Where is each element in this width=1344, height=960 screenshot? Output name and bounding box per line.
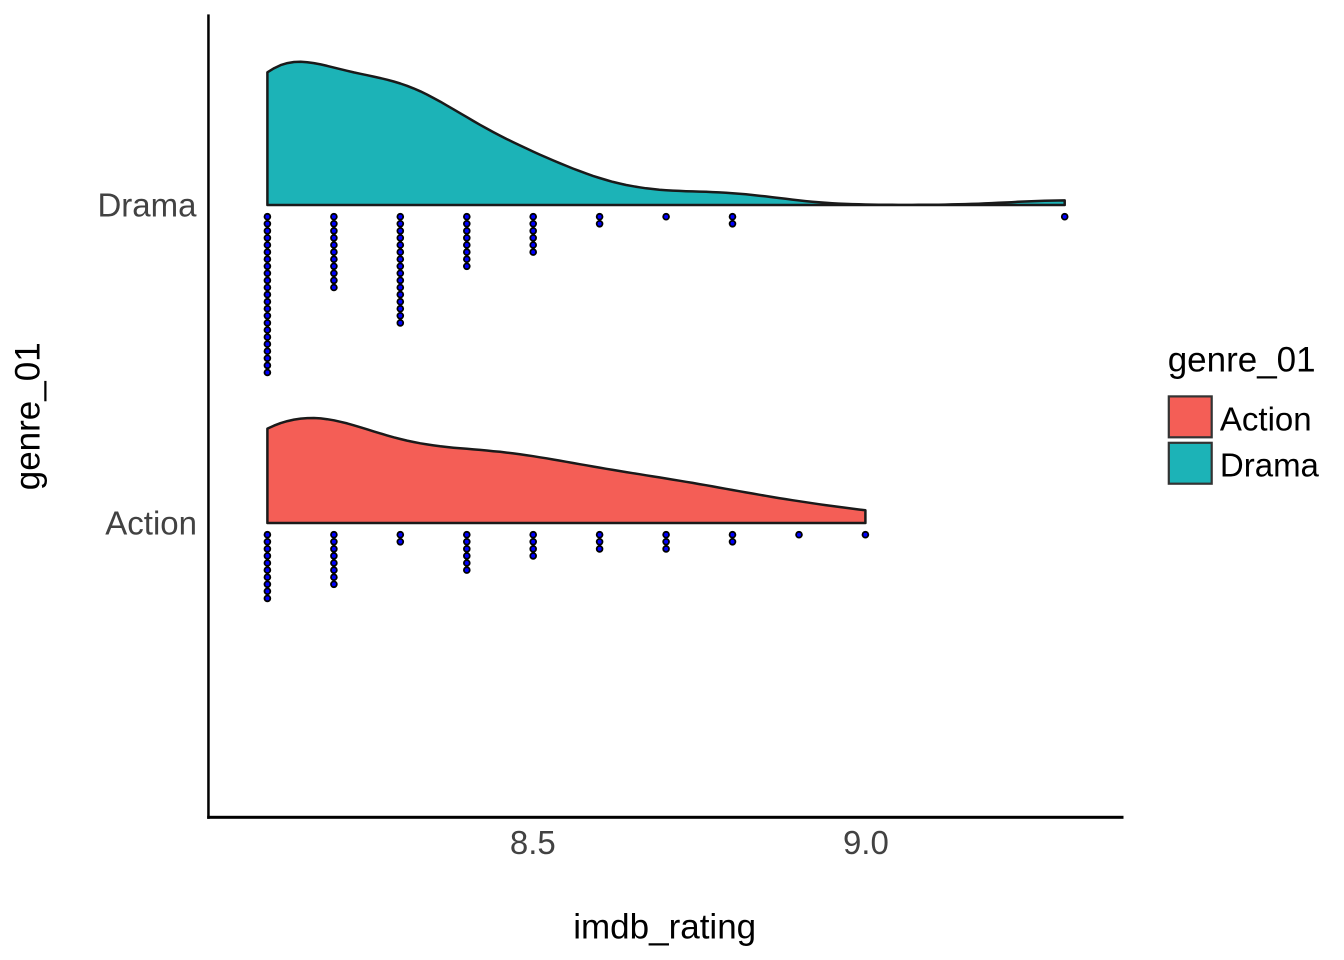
svg-text:genre_01: genre_01 (9, 342, 48, 490)
svg-text:imdb_rating: imdb_rating (573, 908, 756, 947)
svg-text:Action: Action (1220, 401, 1312, 438)
svg-text:Drama: Drama (1220, 447, 1320, 484)
svg-text:genre_01: genre_01 (1168, 341, 1316, 380)
svg-text:9.0: 9.0 (843, 824, 889, 861)
svg-text:8.5: 8.5 (510, 824, 556, 861)
svg-text:Drama: Drama (97, 187, 197, 224)
svg-text:Action: Action (105, 504, 197, 541)
